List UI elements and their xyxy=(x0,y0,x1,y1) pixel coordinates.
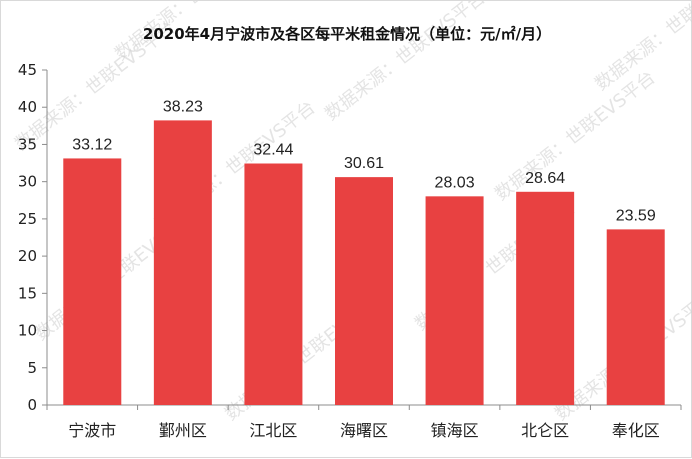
data-label: 28.03 xyxy=(435,174,475,191)
bar xyxy=(153,120,212,405)
y-tick-label: 5 xyxy=(27,359,37,377)
category-label: 北仑区 xyxy=(521,421,569,440)
bar xyxy=(516,191,575,405)
bar xyxy=(606,229,665,405)
y-tick-label: 15 xyxy=(18,284,37,302)
bar xyxy=(425,196,484,405)
y-tick-label: 0 xyxy=(27,396,37,414)
data-label: 32.44 xyxy=(253,142,293,159)
watermark-text: 数据来源：世联EVS平台 xyxy=(491,67,659,205)
y-tick-label: 45 xyxy=(18,61,37,79)
data-label: 33.12 xyxy=(72,136,112,153)
y-tick-label: 25 xyxy=(18,210,37,228)
watermark-text: 数据来源：世联EVS平台 xyxy=(321,1,489,125)
category-label: 海曙区 xyxy=(340,421,388,440)
bar xyxy=(63,158,122,405)
data-label: 23.59 xyxy=(616,207,656,224)
data-labels: 33.12 38.23 32.44 30.61 28.03 28.64 23.59 xyxy=(72,98,656,224)
data-label: 30.61 xyxy=(344,155,384,172)
bars xyxy=(63,120,665,405)
category-labels: 宁波市 鄞州区 江北区 海曙区 镇海区 北仑区 奉化区 xyxy=(68,421,659,440)
data-label: 28.64 xyxy=(525,170,565,187)
bar xyxy=(335,177,393,405)
y-tick-label: 35 xyxy=(18,135,37,153)
category-label: 奉化区 xyxy=(612,421,660,440)
category-label: 宁波市 xyxy=(68,421,116,440)
chart-title: 2020年4月宁波市及各区每平米租金情况（单位：元/㎡/月） xyxy=(143,25,551,43)
y-tick-label: 10 xyxy=(18,322,37,340)
y-tick-label: 40 xyxy=(18,98,37,116)
category-label: 鄞州区 xyxy=(159,421,207,440)
axes: 0 5 10 15 20 25 30 35 40 45 xyxy=(18,61,682,414)
y-tick-label: 30 xyxy=(18,173,37,191)
category-label: 镇海区 xyxy=(431,421,479,440)
category-label: 江北区 xyxy=(249,421,297,440)
data-label: 38.23 xyxy=(163,98,203,115)
y-tick-label: 20 xyxy=(18,247,37,265)
bar xyxy=(244,163,303,405)
